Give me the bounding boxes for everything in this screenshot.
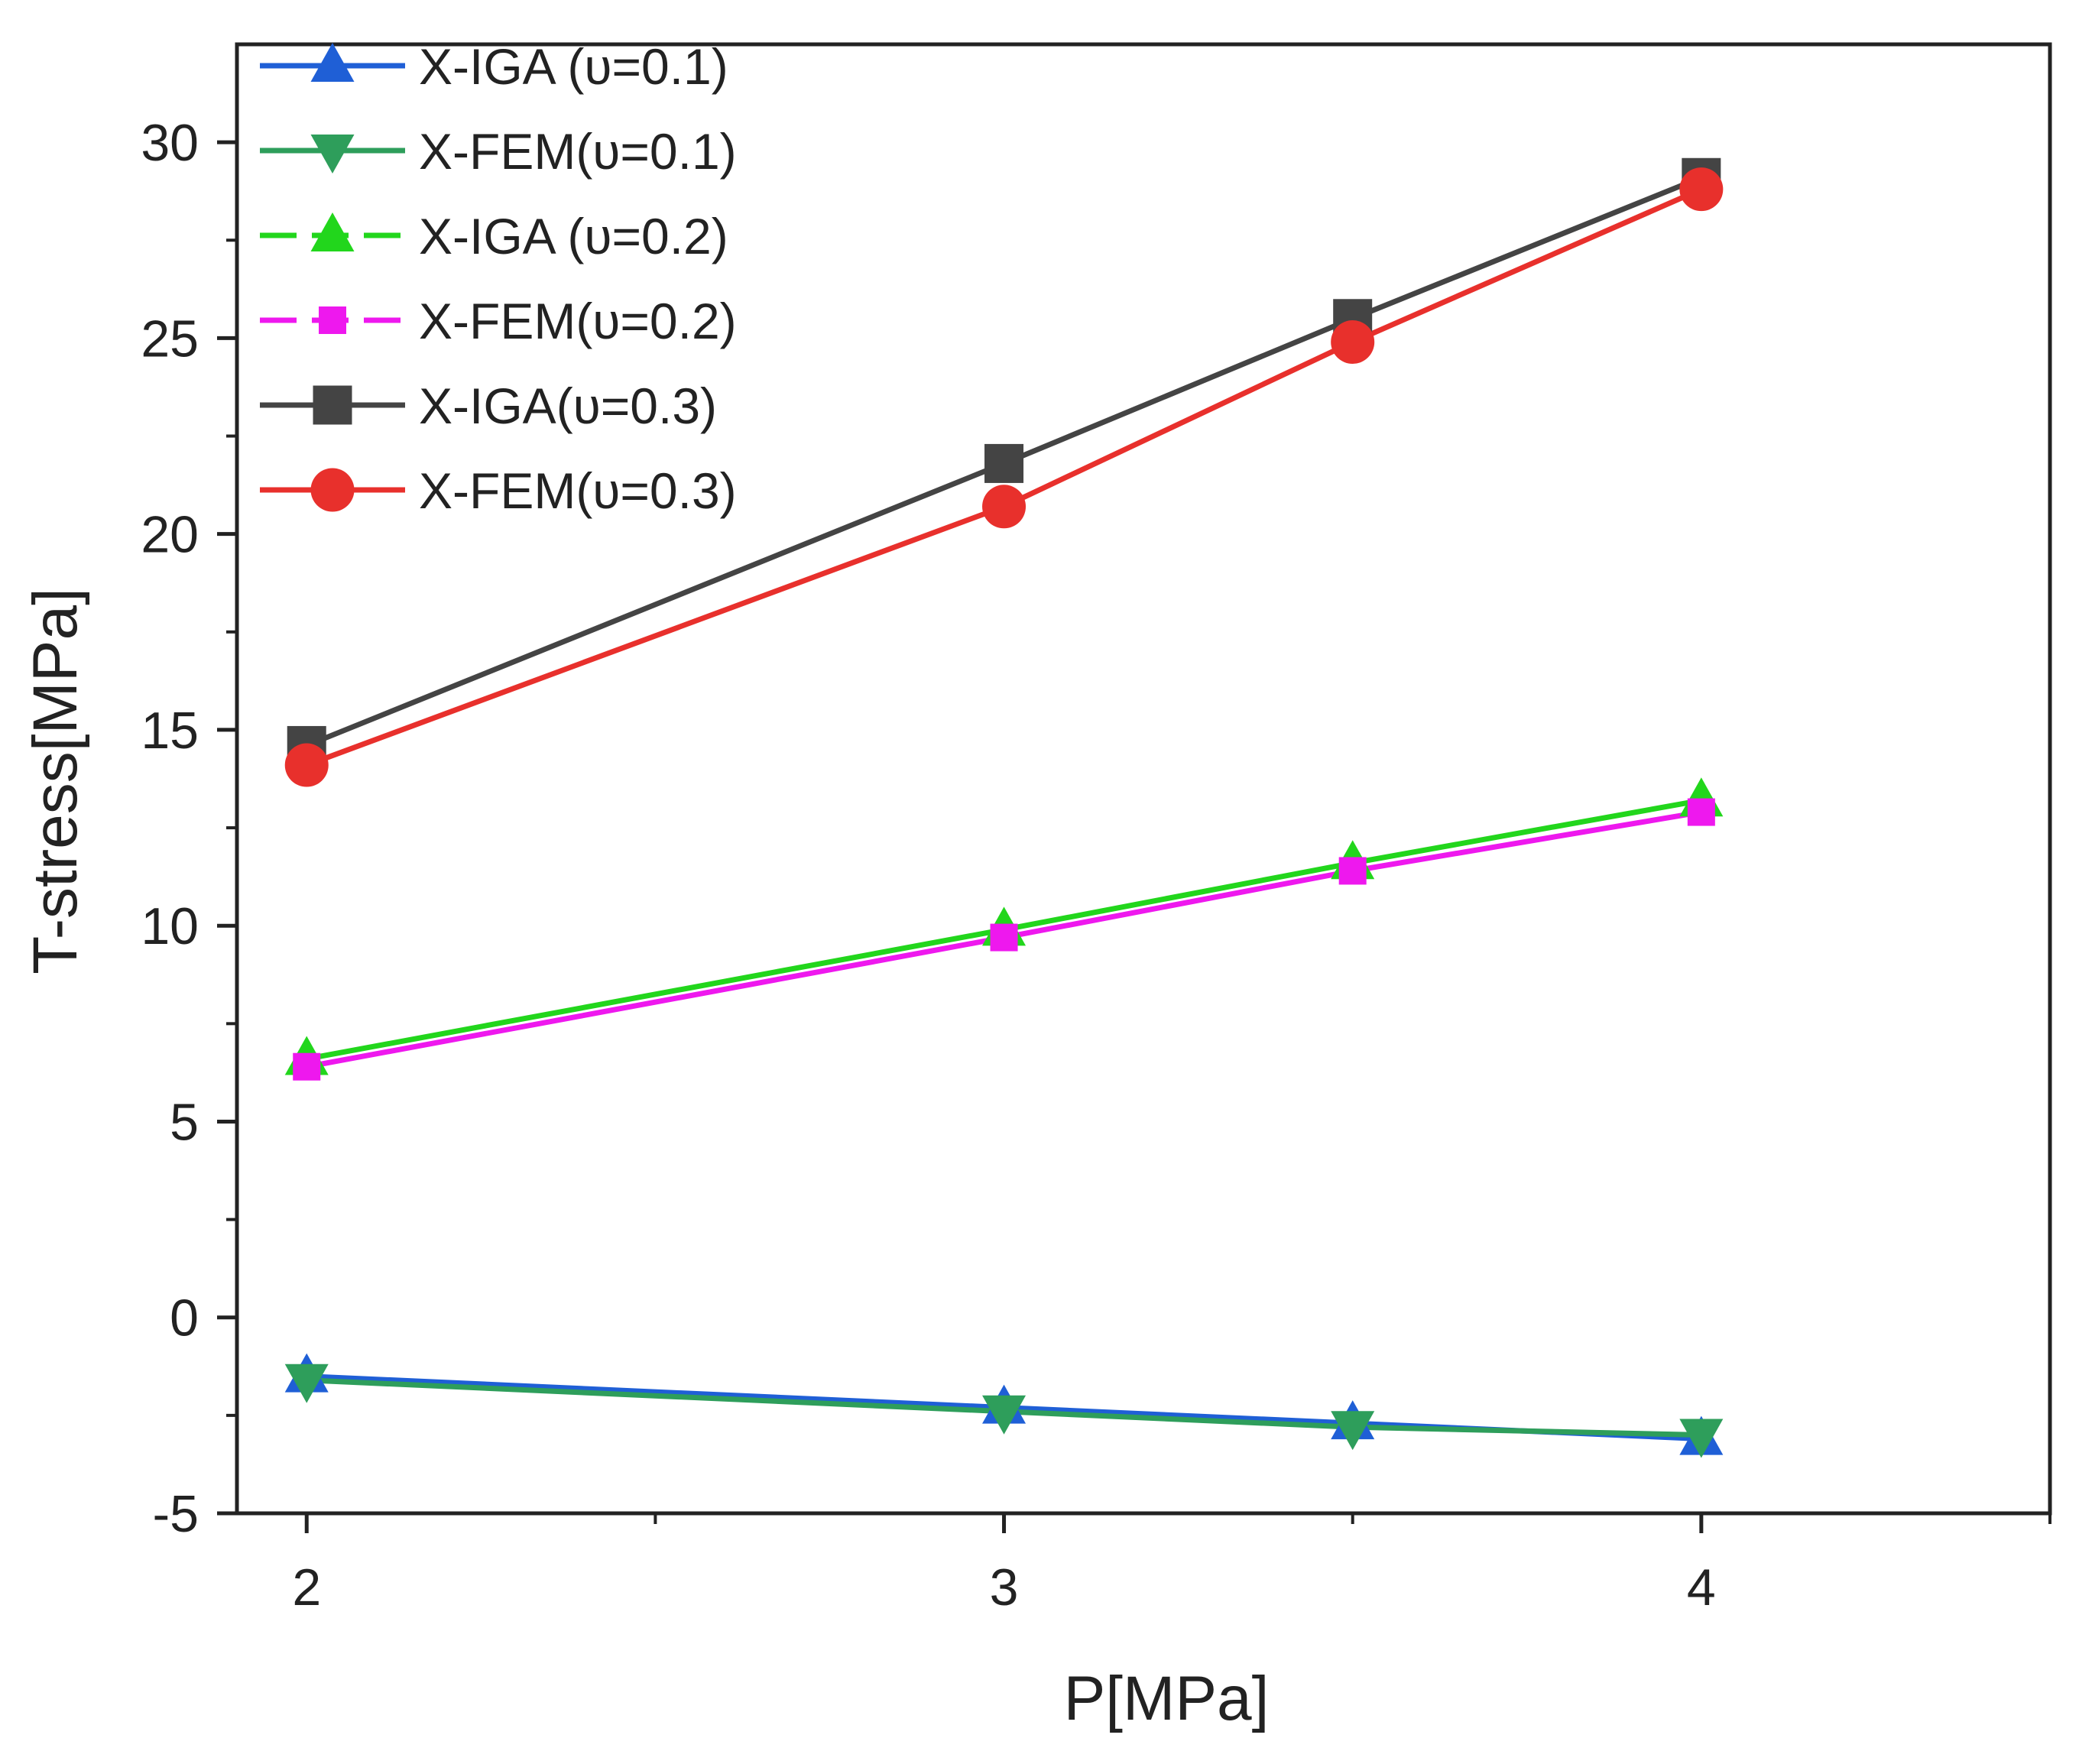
plot-frame bbox=[235, 42, 2052, 1516]
legend-marker bbox=[319, 306, 346, 334]
legend-marker bbox=[310, 212, 355, 251]
y-tick-label: -5 bbox=[153, 1485, 199, 1543]
data-point-series-4 bbox=[1338, 857, 1367, 885]
y-tick-label: 20 bbox=[141, 506, 199, 564]
y-axis-ticks: -5 0 5 10 15 20 25 30 bbox=[141, 114, 237, 1543]
legend-marker bbox=[313, 385, 352, 425]
data-point-series-6 bbox=[982, 485, 1027, 529]
legend-item: X-IGA (υ=0.1) bbox=[260, 38, 728, 95]
y-tick-label: 30 bbox=[141, 114, 199, 172]
y-axis-title: T-stress[MPa] bbox=[21, 588, 90, 974]
x-tick-label: 4 bbox=[1687, 1558, 1716, 1616]
y-tick-label: 0 bbox=[170, 1289, 199, 1347]
legend-label: X-FEM(υ=0.3) bbox=[419, 462, 737, 519]
series-lines bbox=[305, 175, 1703, 1442]
legend-item: X-FEM(υ=0.1) bbox=[260, 123, 737, 180]
y-tick-label: 5 bbox=[170, 1093, 199, 1151]
legend-item: X-FEM(υ=0.2) bbox=[260, 293, 737, 349]
x-axis-title: P[MPa] bbox=[1064, 1664, 1270, 1733]
legend-label: X-IGA(υ=0.3) bbox=[419, 378, 717, 434]
data-point-series-4 bbox=[1687, 798, 1715, 826]
series-line-5 bbox=[305, 175, 1703, 748]
data-point-series-2 bbox=[284, 1364, 329, 1403]
series-markers bbox=[284, 157, 1724, 1458]
legend-item: X-IGA(υ=0.3) bbox=[260, 378, 717, 434]
legend-item: X-IGA (υ=0.2) bbox=[260, 208, 728, 264]
legend-marker bbox=[310, 135, 355, 173]
series-line-4 bbox=[306, 809, 1702, 1070]
data-point-series-2 bbox=[982, 1395, 1027, 1435]
legend-label: X-IGA (υ=0.2) bbox=[419, 208, 728, 264]
x-tick-label: 3 bbox=[990, 1558, 1019, 1616]
data-point-series-4 bbox=[293, 1052, 321, 1081]
series-line-6 bbox=[306, 186, 1703, 768]
legend-label: X-IGA (υ=0.1) bbox=[419, 38, 728, 95]
series-line-3 bbox=[306, 797, 1702, 1062]
data-point-series-2 bbox=[1679, 1419, 1724, 1458]
legend-item: X-FEM(υ=0.3) bbox=[260, 462, 737, 519]
data-point-series-6 bbox=[1679, 167, 1724, 212]
legend-label: X-FEM(υ=0.2) bbox=[419, 293, 737, 349]
data-point-series-4 bbox=[990, 923, 1018, 952]
legend-marker bbox=[310, 468, 355, 512]
y-tick-label: 10 bbox=[141, 897, 199, 955]
data-point-series-6 bbox=[284, 743, 329, 787]
data-point-series-2 bbox=[1331, 1411, 1375, 1451]
y-tick-label: 15 bbox=[141, 702, 199, 760]
y-tick-label: 25 bbox=[141, 310, 199, 368]
series-line-2 bbox=[306, 1377, 1701, 1438]
legend-marker bbox=[310, 43, 355, 82]
legend: X-IGA (υ=0.1) X-FEM(υ=0.1) X-IGA (υ=0.2) X-… bbox=[260, 38, 737, 519]
data-point-series-6 bbox=[1331, 320, 1375, 365]
x-tick-label: 2 bbox=[292, 1558, 321, 1616]
legend-label: X-FEM(υ=0.1) bbox=[419, 123, 737, 180]
data-point-series-5 bbox=[984, 443, 1024, 483]
x-axis-ticks: 2 3 4 bbox=[292, 1513, 2051, 1616]
